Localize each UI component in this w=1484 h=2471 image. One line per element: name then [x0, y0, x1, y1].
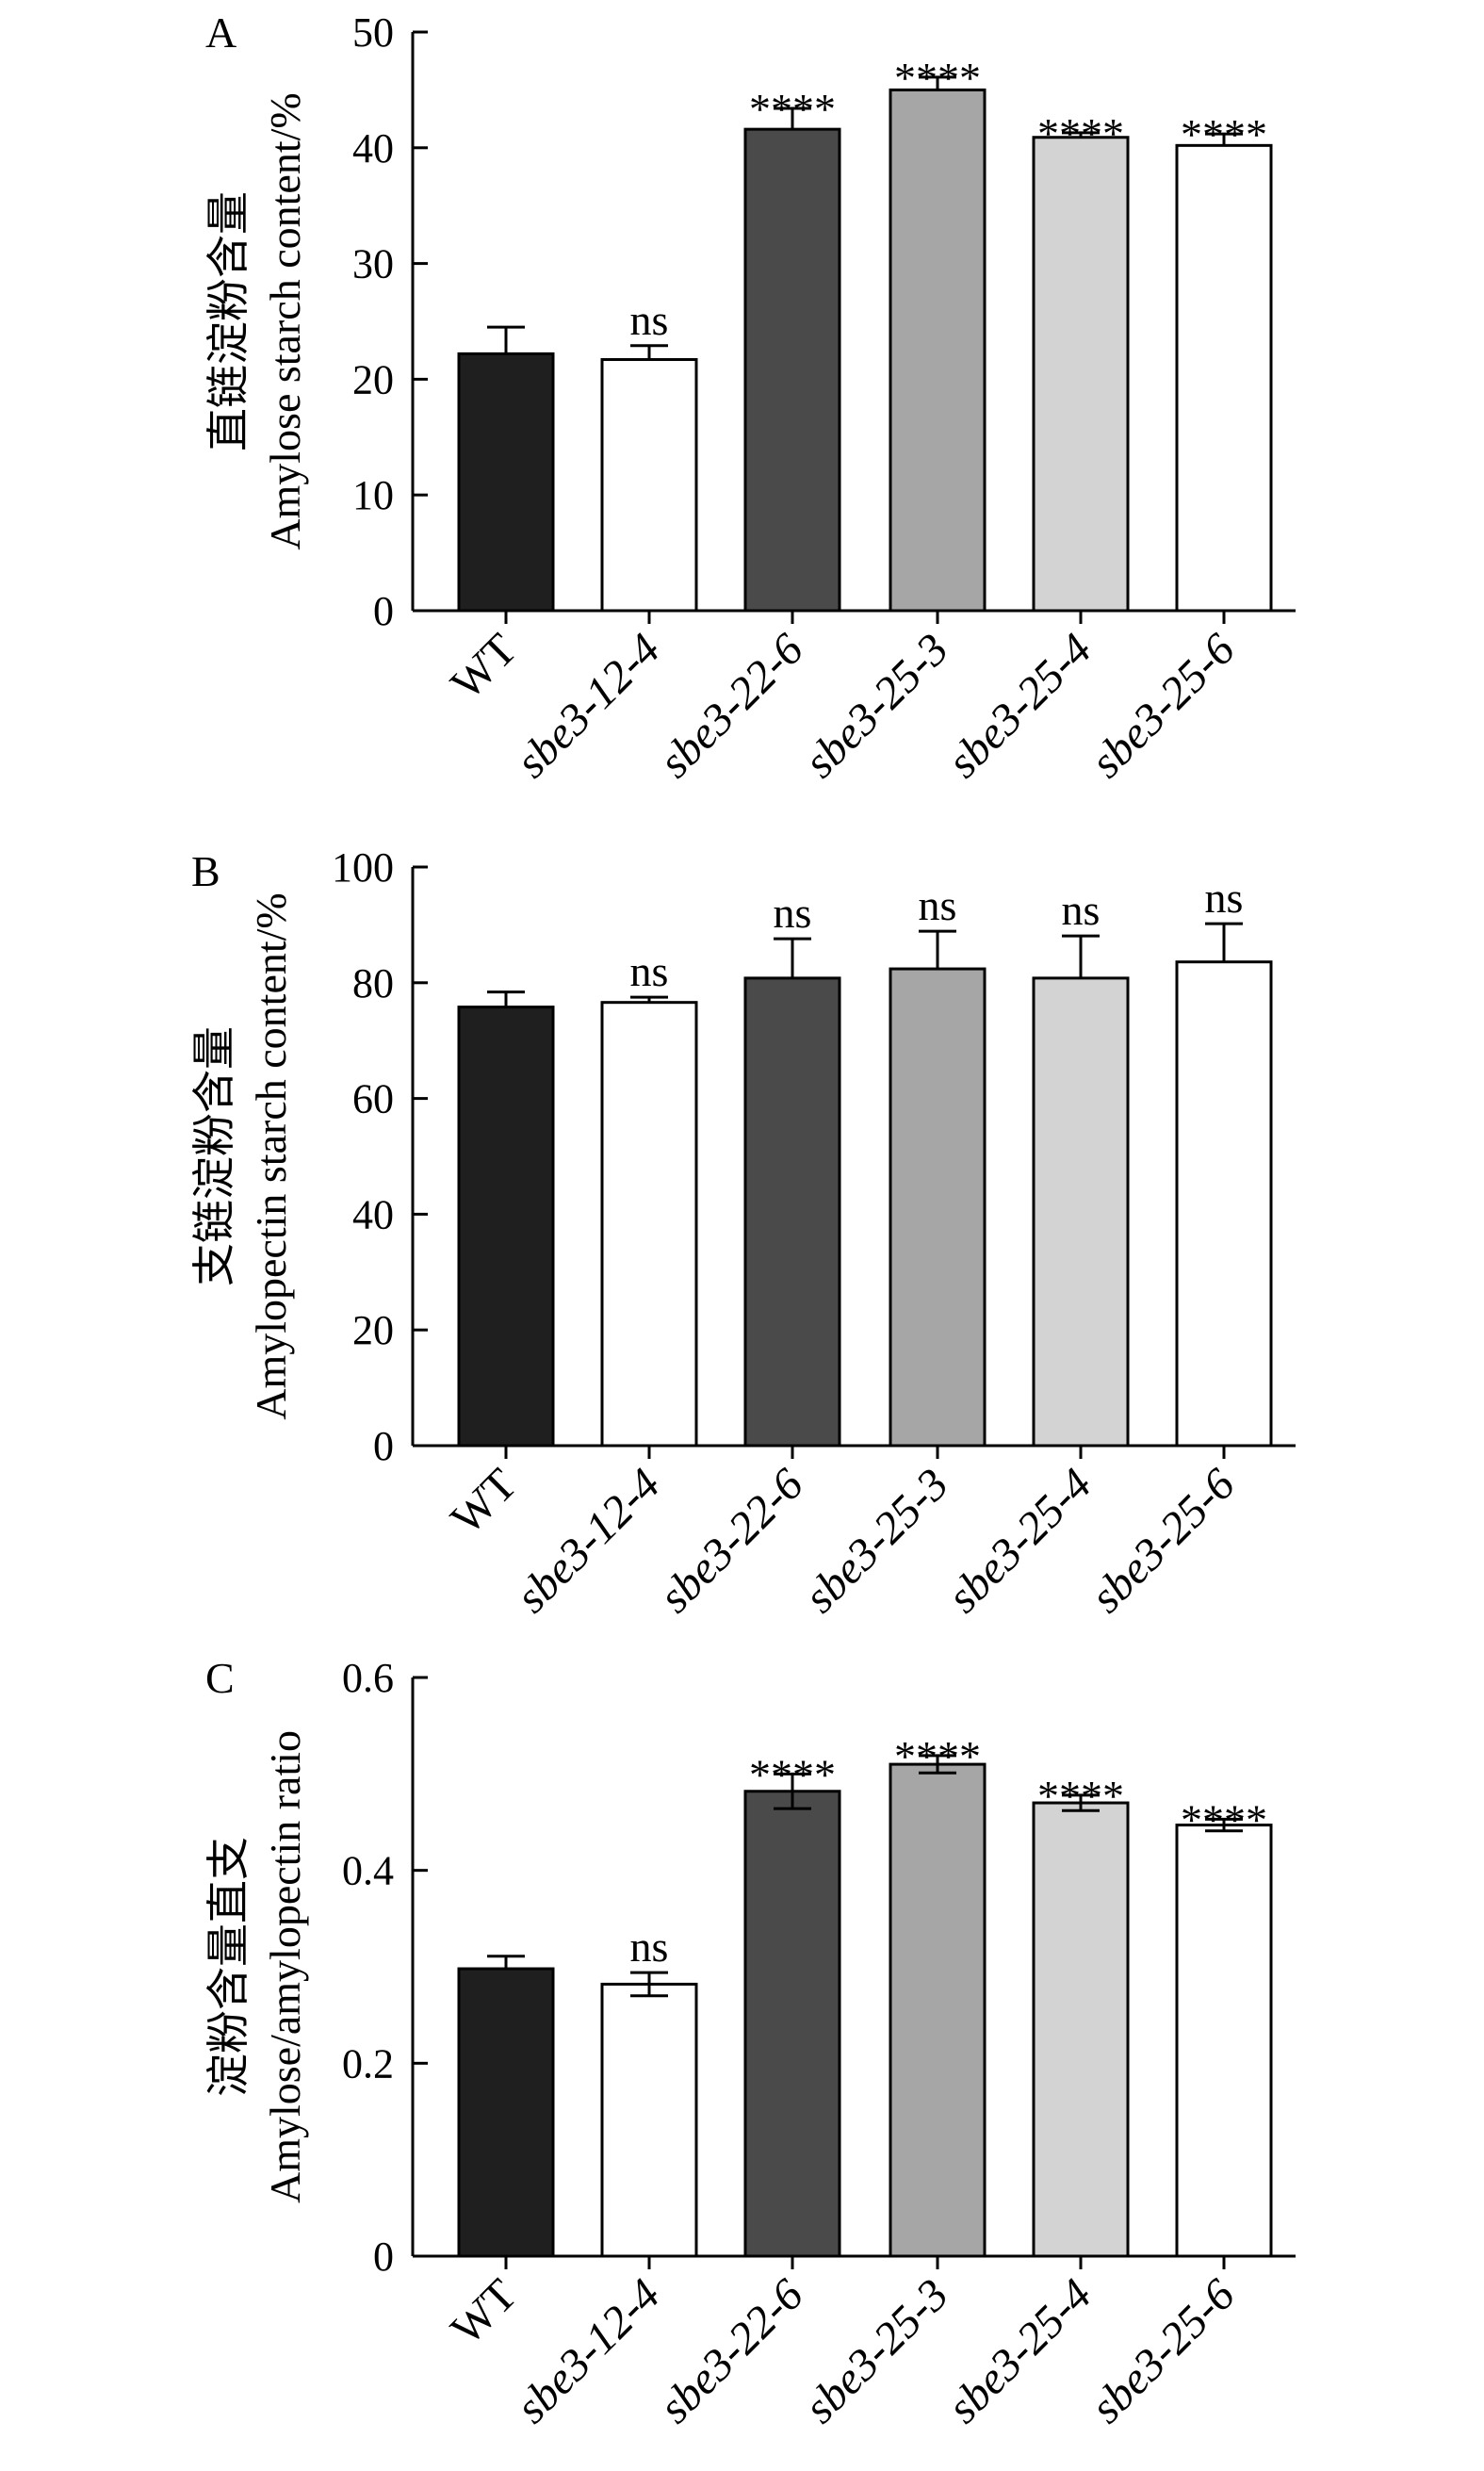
- y-axis-label: Amylose/amylopectin ratio: [261, 1730, 309, 2203]
- significance-label: ns: [1062, 886, 1101, 934]
- x-category-label: sbe3-12-4: [507, 624, 670, 787]
- y-axis-label-cn: 淀粉含量直支: [203, 1837, 253, 2097]
- bar: [1175, 143, 1273, 613]
- y-axis-label: Amylopectin starch content/%: [247, 892, 295, 1420]
- bar-fill: [602, 1984, 696, 2256]
- significance-label: ns: [630, 296, 669, 344]
- significance-label: ****: [1037, 109, 1124, 157]
- x-category-label: WT: [442, 2269, 527, 2354]
- significance-label: ****: [749, 85, 836, 133]
- y-tick-label: 0.6: [342, 1655, 394, 1701]
- y-axis-label: Amylose starch content/%: [261, 92, 309, 549]
- x-category-label: sbe3-25-4: [938, 2269, 1101, 2432]
- bar-fill: [890, 1764, 985, 2256]
- x-category-label: WT: [442, 1459, 527, 1544]
- bar: [457, 352, 555, 613]
- x-category-label: sbe3-25-4: [938, 1459, 1101, 1622]
- x-category-label: sbe3-25-3: [795, 1459, 958, 1622]
- significance-label: ****: [1181, 110, 1267, 158]
- bar: [1175, 1824, 1273, 2258]
- x-category-label: sbe3-22-6: [650, 1459, 813, 1622]
- x-category-label: sbe3-22-6: [650, 624, 813, 787]
- bar-fill: [745, 1791, 840, 2256]
- bar: [1032, 976, 1130, 1448]
- bar: [1032, 136, 1130, 613]
- y-tick-label: 0: [373, 588, 394, 634]
- chart-panel-c: C 0 0.2 0.4 0.6 淀粉含量直支 Amylose/amylopectin rat…: [203, 1654, 1296, 2433]
- x-category-label: sbe3-12-4: [507, 2269, 670, 2432]
- bar: [457, 1967, 555, 2258]
- y-tick-label: 0: [373, 2234, 394, 2280]
- x-category-label: sbe3-25-3: [795, 624, 958, 787]
- y-tick-label: 10: [352, 472, 394, 518]
- significance-label: ns: [919, 881, 957, 929]
- y-tick-label: 20: [352, 356, 394, 402]
- bar: [457, 1006, 555, 1448]
- y-tick-label: 0.4: [342, 1848, 394, 1894]
- x-category-label: sbe3-25-6: [1082, 2269, 1245, 2432]
- x-category-label: sbe3-12-4: [507, 1459, 670, 1622]
- chart-panel-b: B 0 20 40 60 80 100 支链淀粉含量 Amylopectin starch co…: [188, 844, 1296, 1623]
- significance-label: ****: [1037, 1772, 1124, 1820]
- bar: [889, 88, 987, 613]
- bar: [600, 358, 698, 613]
- bar: [743, 127, 841, 613]
- y-tick-label: 40: [352, 125, 394, 172]
- bar: [600, 1982, 698, 2258]
- significance-label: ****: [749, 1750, 836, 1798]
- bar: [743, 976, 841, 1448]
- significance-label: ****: [1181, 1795, 1267, 1843]
- y-tick-label: 50: [352, 9, 394, 56]
- y-tick-label: 0: [373, 1423, 394, 1469]
- y-tick-label: 30: [352, 241, 394, 287]
- x-category-label: sbe3-25-3: [795, 2269, 958, 2432]
- y-tick-label: 80: [352, 960, 394, 1006]
- x-category-label: sbe3-25-4: [938, 624, 1101, 787]
- x-category-label: sbe3-22-6: [650, 2269, 813, 2432]
- bar-fill: [1034, 1803, 1128, 2256]
- panel-letter: C: [205, 1654, 235, 1702]
- bar: [1175, 960, 1273, 1448]
- y-tick-label: 0.2: [342, 2040, 394, 2086]
- x-category-label: sbe3-25-6: [1082, 624, 1245, 787]
- y-tick-label: 100: [332, 844, 394, 891]
- x-category-label: sbe3-25-6: [1082, 1459, 1245, 1622]
- x-category-label: WT: [442, 624, 527, 709]
- bar: [743, 1790, 841, 2258]
- bar: [889, 967, 987, 1448]
- bar: [1032, 1801, 1130, 2258]
- chart-panel-a: A 0 10 20 30 40 50 直链淀粉含量 Amylose starch content…: [203, 8, 1296, 788]
- significance-label: ns: [774, 889, 812, 937]
- y-tick-label: 40: [352, 1191, 394, 1237]
- bar: [889, 1762, 987, 2258]
- significance-label: ****: [894, 1732, 981, 1780]
- significance-label: ns: [630, 947, 669, 995]
- bar-fill: [1177, 1825, 1271, 2256]
- panel-letter: A: [205, 8, 236, 57]
- significance-label: ns: [1205, 874, 1244, 922]
- significance-label: ****: [894, 54, 981, 102]
- bar: [600, 1001, 698, 1448]
- y-axis-label-cn: 直链淀粉含量: [203, 191, 253, 451]
- y-axis-label-cn: 支链淀粉含量: [188, 1026, 239, 1286]
- panel-letter: B: [191, 847, 220, 895]
- significance-label: ns: [630, 1923, 669, 1971]
- y-tick-label: 20: [352, 1307, 394, 1353]
- y-tick-label: 60: [352, 1076, 394, 1122]
